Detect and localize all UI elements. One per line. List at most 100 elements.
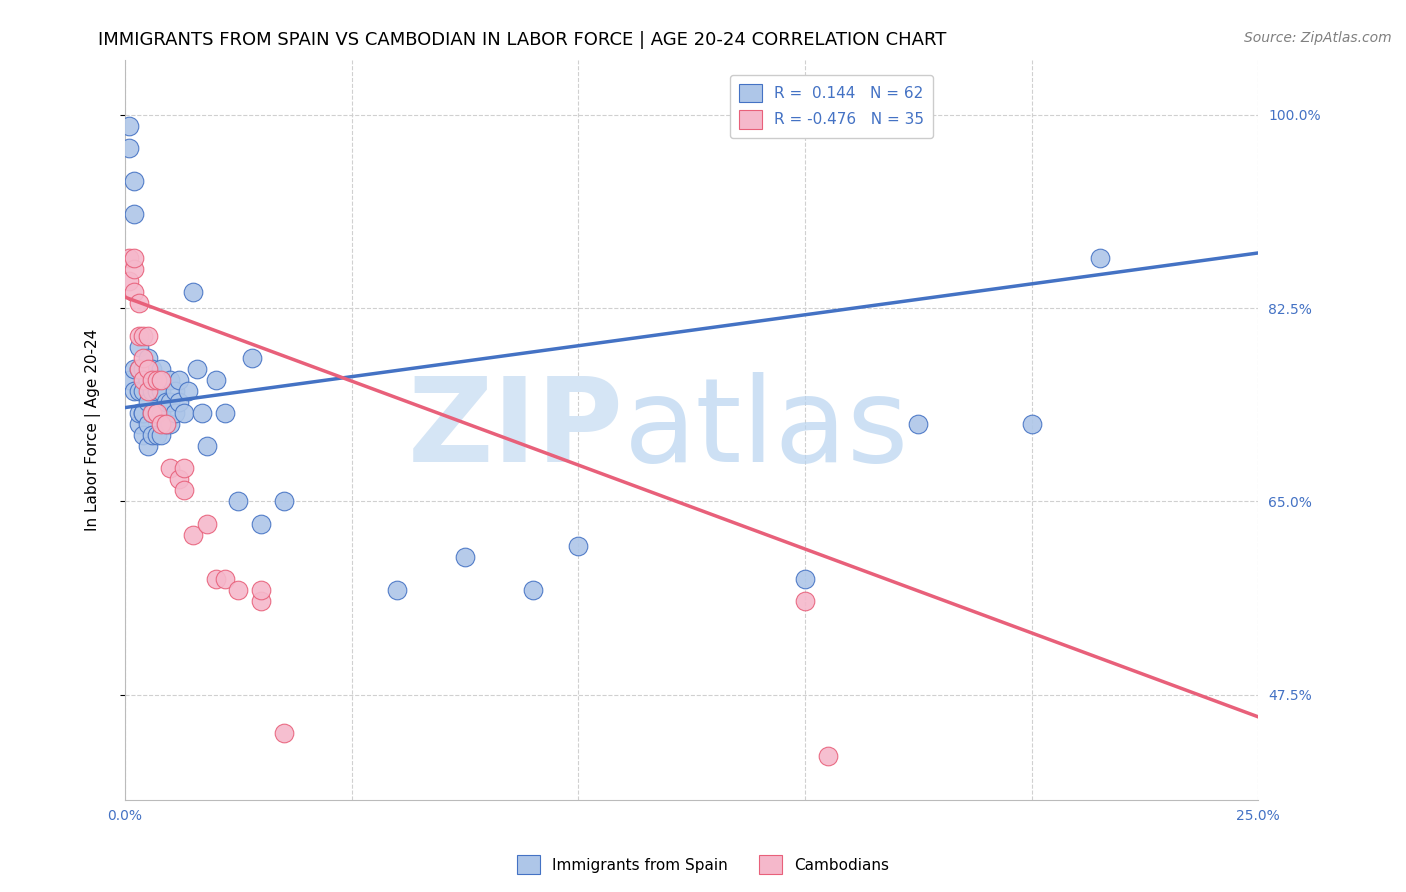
Point: [145, 406, 167, 420]
Point: [122, 362, 145, 376]
Point: [118, 252, 141, 266]
Text: IMMIGRANTS FROM SPAIN VS CAMBODIAN IN LABOR FORCE | AGE 20-24 CORRELATION CHART: IMMIGRANTS FROM SPAIN VS CAMBODIAN IN LA…: [98, 31, 946, 49]
Point: [173, 461, 195, 475]
Point: [204, 373, 226, 387]
Point: [226, 582, 249, 597]
Point: [122, 285, 145, 299]
Point: [240, 351, 263, 365]
Point: [150, 417, 173, 432]
Point: [794, 594, 817, 608]
Point: [907, 417, 929, 432]
Point: [250, 582, 273, 597]
Point: [159, 395, 181, 409]
Text: ZIP: ZIP: [408, 372, 624, 487]
Point: [159, 373, 181, 387]
Point: [522, 582, 544, 597]
Point: [155, 395, 177, 409]
Point: [132, 362, 155, 376]
Point: [141, 406, 163, 420]
Point: [195, 439, 218, 453]
Point: [132, 384, 155, 398]
Point: [145, 406, 167, 420]
Point: [454, 549, 477, 564]
Point: [173, 406, 195, 420]
Point: [567, 539, 589, 553]
Y-axis label: In Labor Force | Age 20-24: In Labor Force | Age 20-24: [86, 328, 101, 531]
Point: [226, 494, 249, 508]
Point: [186, 362, 208, 376]
Point: [132, 406, 155, 420]
Point: [159, 417, 181, 432]
Point: [128, 384, 150, 398]
Point: [250, 516, 273, 531]
Point: [1021, 417, 1043, 432]
Point: [155, 417, 177, 432]
Point: [145, 384, 167, 398]
Point: [128, 340, 150, 354]
Point: [155, 417, 177, 432]
Text: Source: ZipAtlas.com: Source: ZipAtlas.com: [1244, 31, 1392, 45]
Point: [214, 572, 236, 586]
Point: [177, 384, 200, 398]
Point: [204, 572, 226, 586]
Point: [122, 262, 145, 277]
Point: [128, 406, 150, 420]
Point: [141, 384, 163, 398]
Point: [273, 494, 295, 508]
Point: [163, 406, 186, 420]
Point: [214, 406, 236, 420]
Point: [191, 406, 214, 420]
Point: [136, 328, 159, 343]
Point: [273, 726, 295, 740]
Point: [817, 748, 839, 763]
Point: [169, 395, 191, 409]
Point: [250, 594, 273, 608]
Point: [150, 428, 173, 442]
Point: [132, 428, 155, 442]
Point: [145, 373, 167, 387]
Point: [150, 373, 173, 387]
Point: [181, 285, 204, 299]
Point: [132, 328, 155, 343]
Point: [150, 406, 173, 420]
Point: [136, 351, 159, 365]
Point: [794, 572, 817, 586]
Point: [141, 406, 163, 420]
Point: [195, 516, 218, 531]
Point: [150, 384, 173, 398]
Point: [118, 119, 141, 133]
Point: [136, 362, 159, 376]
Point: [173, 483, 195, 498]
Text: atlas: atlas: [624, 372, 910, 487]
Point: [141, 362, 163, 376]
Point: [163, 384, 186, 398]
Point: [128, 362, 150, 376]
Point: [132, 351, 155, 365]
Point: [122, 252, 145, 266]
Point: [159, 461, 181, 475]
Point: [150, 362, 173, 376]
Point: [122, 207, 145, 221]
Point: [132, 373, 155, 387]
Point: [136, 417, 159, 432]
Point: [141, 428, 163, 442]
Point: [122, 384, 145, 398]
Point: [118, 373, 141, 387]
Point: [128, 295, 150, 310]
Point: [128, 362, 150, 376]
Point: [141, 373, 163, 387]
Legend: R =  0.144   N = 62, R = -0.476   N = 35: R = 0.144 N = 62, R = -0.476 N = 35: [730, 75, 934, 138]
Point: [145, 428, 167, 442]
Point: [122, 174, 145, 188]
Point: [169, 472, 191, 486]
Point: [136, 373, 159, 387]
Point: [181, 527, 204, 541]
Point: [169, 373, 191, 387]
Point: [118, 141, 141, 155]
Point: [1088, 252, 1111, 266]
Legend: Immigrants from Spain, Cambodians: Immigrants from Spain, Cambodians: [512, 849, 894, 880]
Point: [136, 395, 159, 409]
Point: [136, 439, 159, 453]
Point: [128, 328, 150, 343]
Point: [385, 582, 408, 597]
